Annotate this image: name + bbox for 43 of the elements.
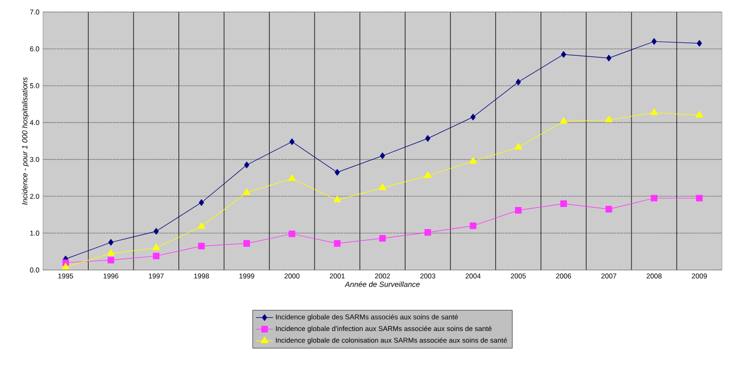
point xyxy=(242,188,250,195)
point xyxy=(152,252,160,260)
point xyxy=(243,240,250,247)
point xyxy=(108,239,114,246)
point xyxy=(561,51,566,58)
point xyxy=(652,38,657,45)
point xyxy=(244,162,250,168)
point xyxy=(650,194,658,202)
point xyxy=(424,171,432,178)
point xyxy=(380,152,386,160)
point xyxy=(470,114,476,120)
point xyxy=(62,262,70,270)
point xyxy=(289,138,295,146)
point xyxy=(198,242,205,250)
point xyxy=(198,222,206,229)
point xyxy=(378,184,386,190)
point xyxy=(152,244,160,250)
point xyxy=(606,206,612,212)
point xyxy=(154,228,159,235)
point xyxy=(424,229,432,236)
point xyxy=(696,40,702,47)
point xyxy=(514,142,522,150)
point xyxy=(425,135,430,142)
point xyxy=(334,169,340,176)
point xyxy=(516,78,521,86)
point xyxy=(470,222,476,230)
point xyxy=(334,240,341,247)
point xyxy=(515,206,522,214)
point xyxy=(560,200,567,207)
point xyxy=(469,156,477,164)
point xyxy=(333,196,341,202)
point xyxy=(198,199,204,206)
point xyxy=(606,54,612,62)
point xyxy=(696,194,703,202)
point xyxy=(108,256,114,264)
point xyxy=(560,117,568,124)
point xyxy=(288,174,296,181)
point xyxy=(107,249,115,256)
point xyxy=(605,116,613,122)
point xyxy=(379,235,386,242)
point xyxy=(650,108,658,115)
point xyxy=(288,230,296,238)
point xyxy=(696,110,704,118)
